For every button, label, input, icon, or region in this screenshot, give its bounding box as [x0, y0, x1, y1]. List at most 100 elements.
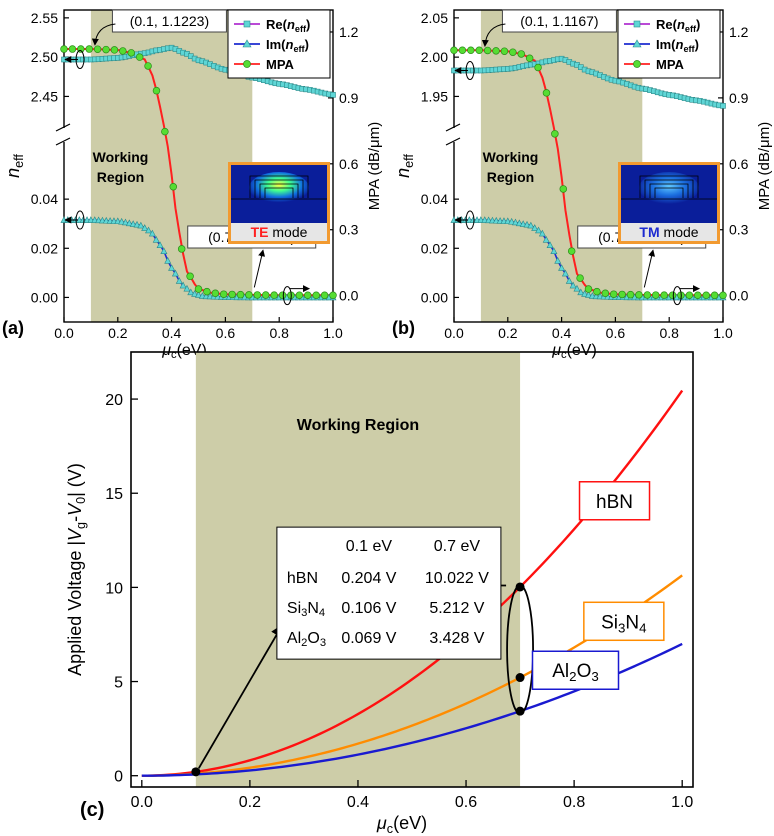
mpa-marker — [262, 291, 270, 299]
panel-label: (a) — [2, 318, 24, 338]
mpa-marker — [203, 287, 211, 296]
mpa-marker — [601, 289, 610, 298]
y-right-tick-label: 1.2 — [339, 24, 359, 40]
legend-marker — [242, 39, 252, 48]
axis-indicator-ellipse — [672, 286, 682, 306]
table-header: 0.7 eV — [434, 538, 481, 555]
mpa-marker — [253, 291, 262, 299]
y-right-axis-label: MPA (dB/μm) — [366, 122, 383, 210]
mpa-marker — [312, 291, 320, 300]
im-neff-marker — [133, 220, 141, 228]
x-tick-label: 0.0 — [54, 325, 74, 341]
y-right-tick-label: 0.9 — [729, 90, 749, 106]
x-tick-label: 0.8 — [659, 325, 679, 341]
table-cell: 10.022 V — [425, 570, 489, 587]
im-neff-marker — [542, 235, 550, 243]
y-right-tick-label: 0.0 — [339, 288, 359, 304]
axis-break-mark — [55, 123, 71, 132]
table-cell: 5.212 V — [429, 600, 484, 617]
table-header: 0.1 eV — [346, 538, 393, 555]
inset-label: TE mode — [251, 224, 308, 240]
working-region-label: Working Region — [93, 149, 149, 185]
mpa-marker — [135, 53, 144, 61]
y-tick-label: 2.00 — [421, 49, 448, 65]
annotation-arrow — [91, 23, 116, 46]
mpa-marker — [236, 290, 245, 299]
table-row-name: Al2O3 — [287, 630, 326, 649]
panel-c: 0.0 0.2 0.4 0.6 0.8 1.0 0 5 10 15 20 μc(eV) Applied … — [65, 351, 694, 836]
y-tick-label: 20 — [105, 392, 123, 409]
mpa-marker — [542, 89, 551, 97]
mpa-marker — [551, 130, 559, 138]
im-neff-marker — [195, 291, 202, 298]
mpa-marker — [509, 48, 517, 56]
im-neff-marker — [160, 247, 168, 254]
im-neff-marker — [546, 241, 554, 248]
mpa-marker — [194, 285, 203, 293]
table-cell: 3.428 V — [429, 630, 484, 647]
inset-waveguide-layer — [249, 175, 309, 198]
im-neff-marker — [152, 235, 160, 243]
mpa-marker — [68, 45, 77, 53]
im-neff-marker — [125, 219, 133, 227]
y-right-tick-label: 1.2 — [729, 24, 749, 40]
mpa-marker — [458, 46, 467, 55]
im-neff-marker — [114, 217, 122, 225]
y-tick-label: 1.95 — [421, 88, 448, 104]
y-tick-label: 2.55 — [31, 10, 58, 26]
values-table-box — [276, 526, 502, 660]
im-neff-marker — [508, 217, 516, 225]
mpa-marker — [102, 45, 110, 54]
mpa-marker — [618, 290, 626, 299]
mpa-marker — [694, 291, 702, 300]
im-neff-marker — [141, 224, 149, 231]
inset-waveguide-layer — [259, 183, 299, 198]
inset-waveguide-layer — [254, 179, 304, 198]
y-tick-label: 10 — [105, 580, 123, 597]
x-tick-label: 0.6 — [606, 325, 626, 341]
y-right-tick-label: 0.9 — [339, 90, 359, 106]
y-tick-label: 15 — [105, 486, 123, 503]
im-neff-marker — [527, 221, 535, 229]
im-neff-marker — [577, 288, 585, 296]
annotation-start-value: (0.1, 1.1167) — [520, 13, 598, 29]
legend-label: Re(neff) — [656, 17, 700, 34]
x-tick-label: 0.4 — [347, 794, 369, 811]
mpa-marker — [483, 46, 492, 55]
mpa-marker — [161, 127, 169, 136]
inset-label-bg — [621, 223, 717, 241]
mpa-marker — [517, 50, 525, 58]
y-tick-label: 2.05 — [421, 10, 448, 26]
im-neff-marker — [581, 290, 589, 297]
mpa-marker — [559, 185, 568, 193]
x-tick-label: 0.4 — [162, 325, 182, 341]
table-cell: 0.106 V — [341, 600, 396, 617]
highlight-ellipse — [506, 584, 534, 715]
mpa-marker — [584, 285, 593, 293]
mpa-marker — [593, 287, 601, 296]
mpa-marker — [320, 291, 329, 300]
mpa-marker — [211, 289, 220, 298]
y-right-tick-label: 0.6 — [729, 156, 749, 172]
im-neff-marker — [569, 281, 577, 289]
inset-waveguide-layer — [654, 187, 684, 198]
mpa-marker — [702, 291, 710, 300]
mpa-marker — [119, 47, 127, 55]
im-neff-marker — [519, 220, 527, 227]
mpa-marker — [492, 47, 500, 55]
im-neff-marker — [561, 269, 569, 277]
table-cell: 0.204 V — [341, 570, 396, 587]
series-label-box — [583, 601, 665, 642]
mpa-marker — [270, 291, 278, 299]
im-neff-marker — [565, 277, 573, 284]
legend-marker — [243, 60, 251, 68]
y-axis-label: neff — [3, 154, 26, 178]
im-neff-marker — [137, 221, 145, 229]
im-neff-marker — [191, 290, 199, 297]
mpa-marker — [710, 291, 719, 300]
mpa-marker — [228, 290, 236, 299]
working-region-label: Working Region — [483, 149, 539, 185]
mpa-marker — [467, 46, 475, 55]
y-tick-label: 0.04 — [31, 191, 58, 207]
